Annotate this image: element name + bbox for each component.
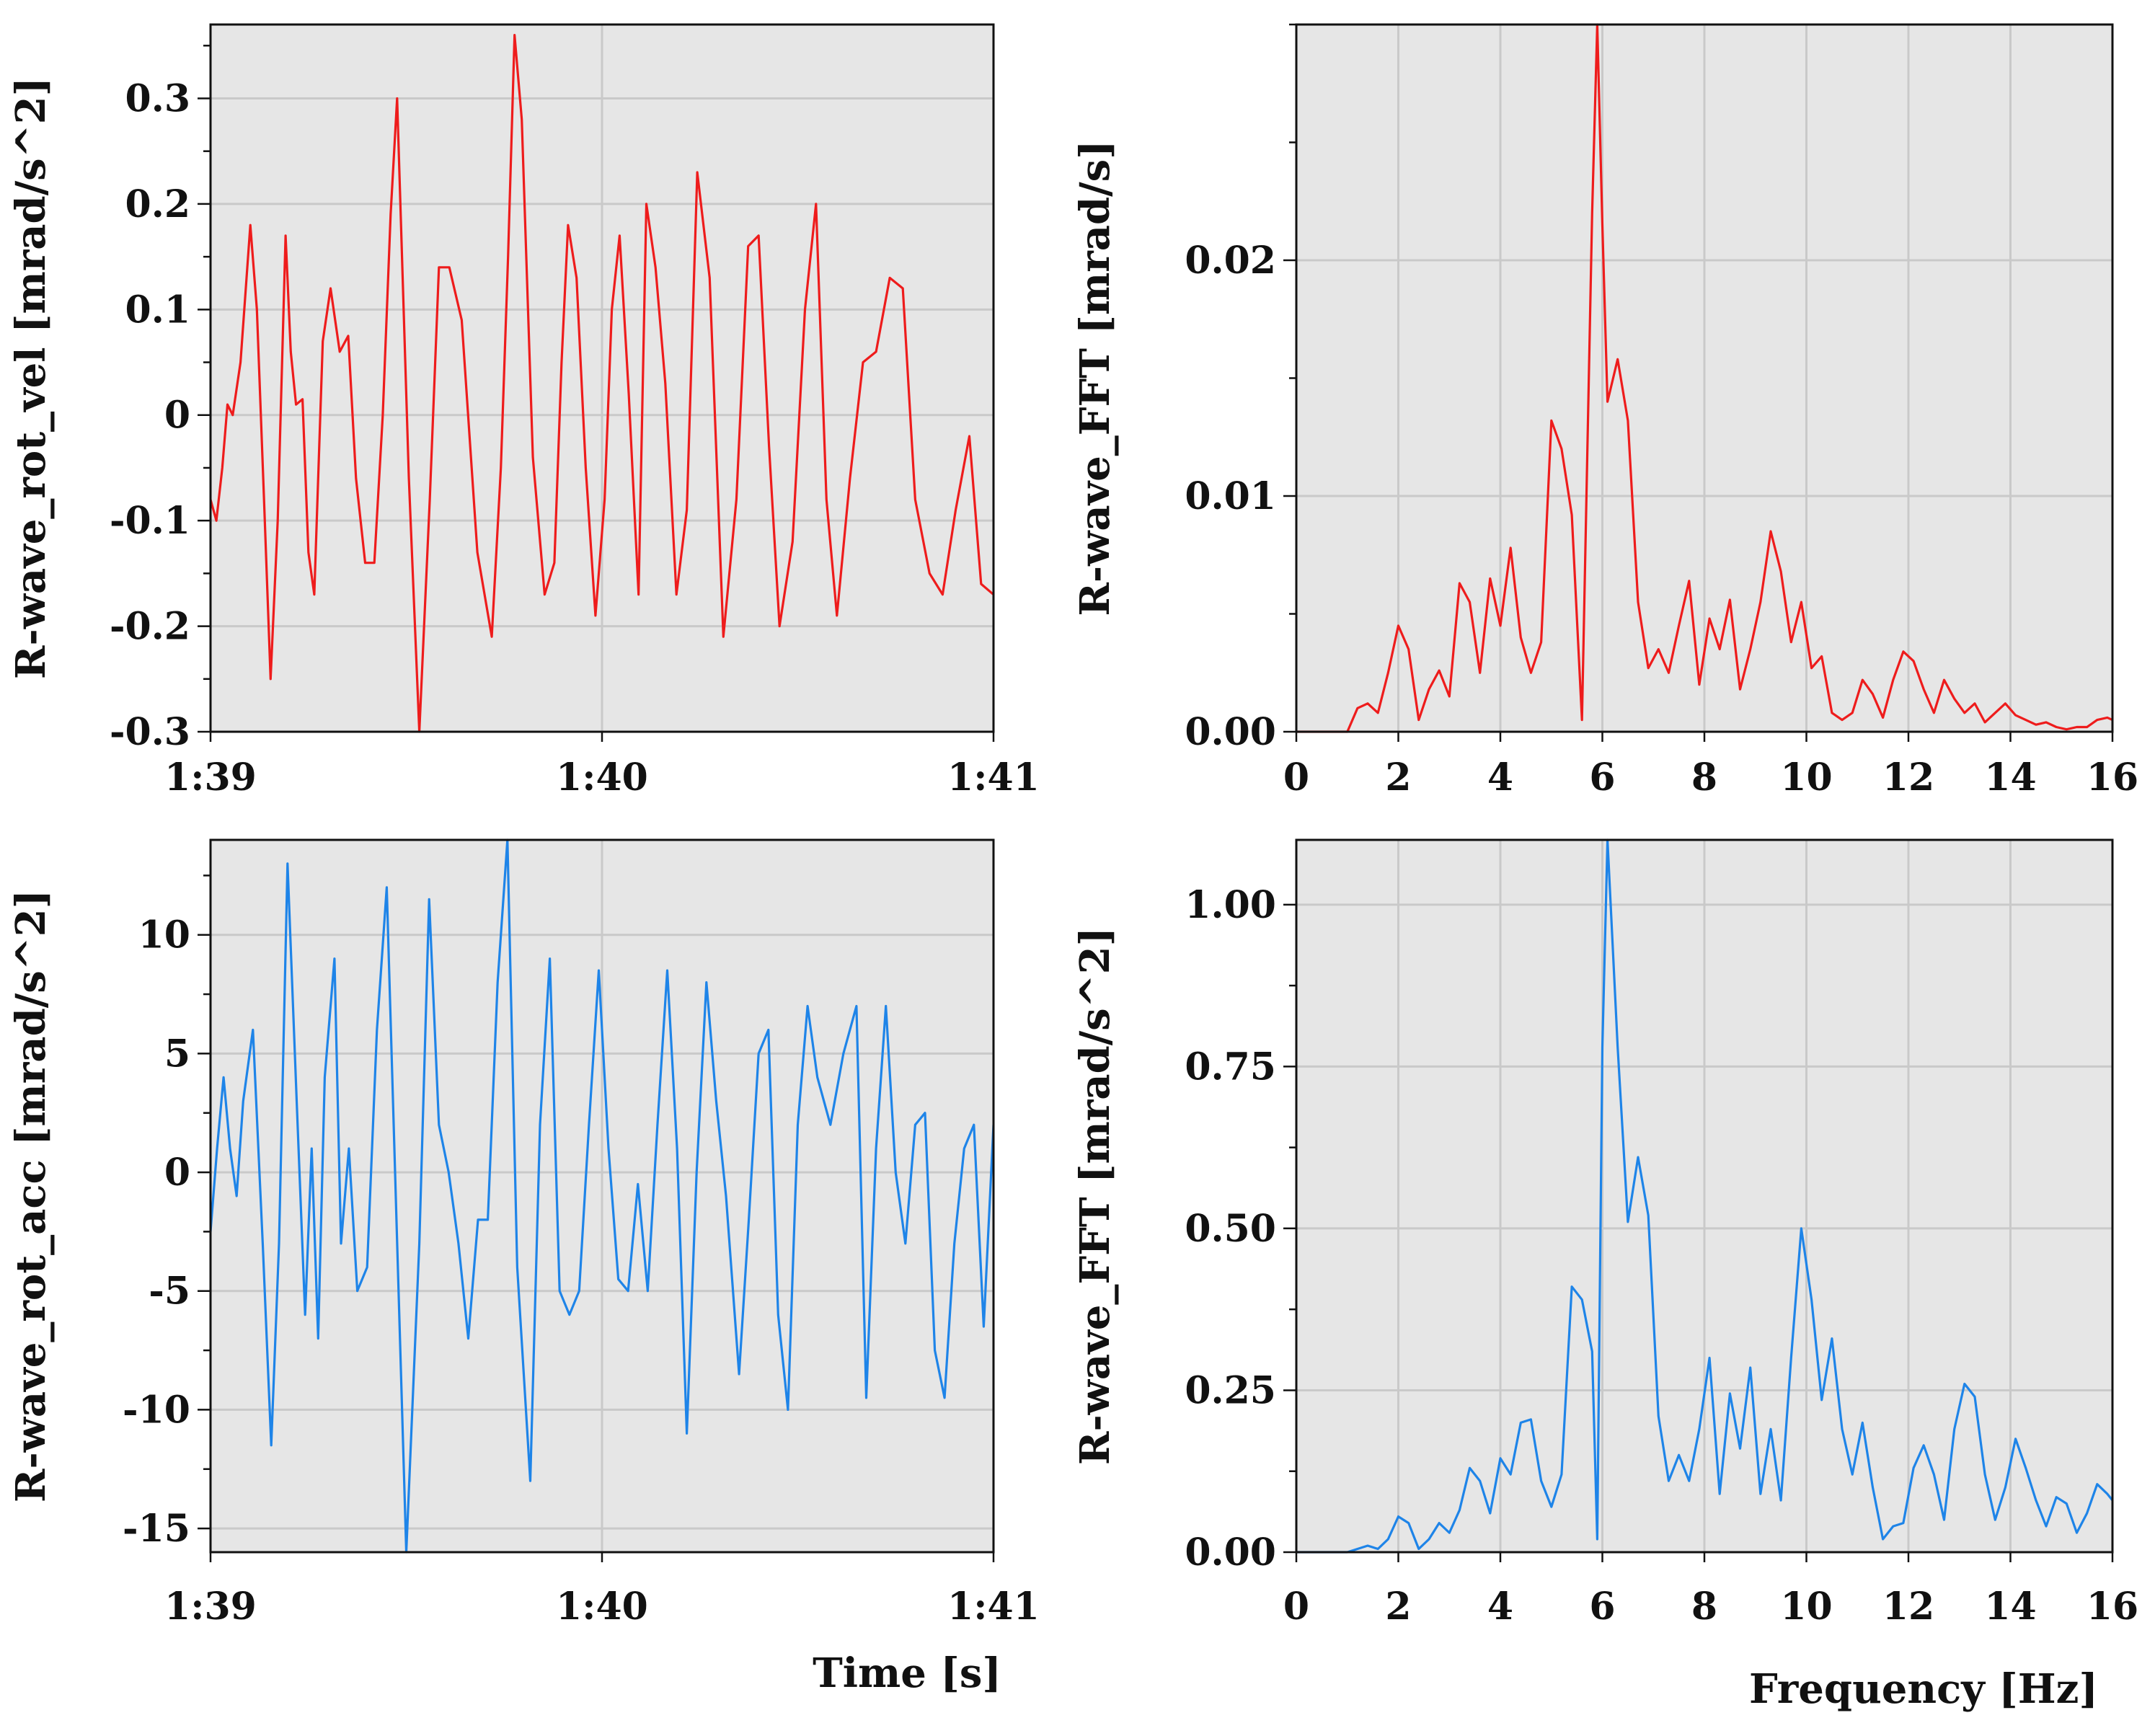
series-line-acc [211, 838, 994, 1554]
x-tick-label: 12 [1882, 756, 1934, 800]
x-tick-label: 0 [1283, 1585, 1309, 1629]
x-axis-title: Frequency [Hz] [1749, 1665, 2098, 1713]
y-tick-label: -10 [123, 1388, 190, 1432]
x-tick-label: 16 [2087, 756, 2138, 800]
x-tick-label: 4 [1487, 1585, 1513, 1629]
y-tick-label: 0.2 [125, 182, 190, 226]
x-tick-label: 10 [1780, 1585, 1832, 1629]
chart-panel-vel-fft: 0.02 0.01 0.000 2 4 6 8 10 12 14 16 R-wave_FFT [mra… [1071, 23, 2138, 800]
x-tick-label: 14 [1984, 1585, 2036, 1629]
y-axis-title: R-wave_FFT [mrad/s^2] [1071, 927, 1119, 1465]
y-tick-label: 0.3 [125, 76, 190, 120]
y-tick-label: 0 [164, 1151, 190, 1195]
y-tick-label: -0.1 [110, 499, 190, 543]
x-tick-label: 1:39 [164, 1585, 257, 1629]
y-tick-label: 1.00 [1185, 883, 1276, 927]
x-tick-label: 12 [1882, 1585, 1934, 1629]
y-tick-label: -0.3 [110, 710, 190, 754]
x-tick-label: 6 [1589, 1585, 1615, 1629]
x-axis-title: Time [s] [813, 1649, 1001, 1697]
y-tick-label: -15 [123, 1507, 190, 1551]
y-tick-label: 0.25 [1185, 1368, 1276, 1412]
y-tick-label: -0.2 [110, 605, 190, 649]
x-tick-label: 1:41 [947, 756, 1040, 800]
y-axis-title: R-wave_rot_vel [mrad/s^2] [7, 77, 55, 679]
chart-panel-vel: 0.3 0.2 0.1 0 -0.1 -0.2 -0.31:39 1:40 1:41 R-wave… [7, 23, 1040, 800]
x-tick-label: 10 [1780, 756, 1832, 800]
chart-panel-acc: 10 5 0 -5 -10 -15 1:39 1:40 1:41 R-wave_rot_acc [… [7, 838, 1040, 1697]
x-tick-label: 0 [1283, 756, 1309, 800]
x-tick-label: 14 [1984, 756, 2036, 800]
x-tick-label: 8 [1691, 1585, 1717, 1629]
y-tick-label: 0.75 [1185, 1045, 1276, 1089]
y-tick-label: 0.50 [1185, 1207, 1276, 1251]
series-line-acc-fft [1296, 838, 2112, 1554]
x-tick-label: 1:40 [556, 1585, 648, 1629]
chart-panel-acc-fft: 1.00 0.75 0.50 0.25 0.000 2 4 6 8 10 12 14 16 R-wave_… [1071, 838, 2138, 1713]
series-line-vel-fft [1296, 23, 2112, 733]
x-tick-label: 1:39 [164, 756, 257, 800]
x-tick-label: 8 [1691, 756, 1717, 800]
x-tick-label: 1:41 [947, 1585, 1040, 1629]
y-axis-title: R-wave_FFT [mrad/s] [1071, 140, 1119, 616]
y-tick-label: -5 [149, 1270, 190, 1314]
x-tick-label: 6 [1589, 756, 1615, 800]
y-tick-label: 5 [164, 1032, 190, 1076]
y-axis-title: R-wave_rot_acc [mrad/s^2] [7, 890, 55, 1502]
x-tick-label: 2 [1385, 756, 1411, 800]
y-tick-label: 10 [138, 913, 190, 957]
y-tick-label: 0 [164, 394, 190, 438]
y-tick-label: 0.02 [1185, 239, 1276, 283]
y-tick-label: 0.01 [1185, 474, 1276, 518]
y-tick-label: 0.00 [1185, 1531, 1276, 1575]
series-line-vel [211, 33, 994, 733]
x-tick-label: 1:40 [556, 756, 648, 800]
x-tick-label: 2 [1385, 1585, 1411, 1629]
x-tick-label: 16 [2087, 1585, 2138, 1629]
x-tick-label: 4 [1487, 756, 1513, 800]
y-tick-label: 0.00 [1185, 710, 1276, 754]
y-tick-label: 0.1 [125, 288, 190, 332]
